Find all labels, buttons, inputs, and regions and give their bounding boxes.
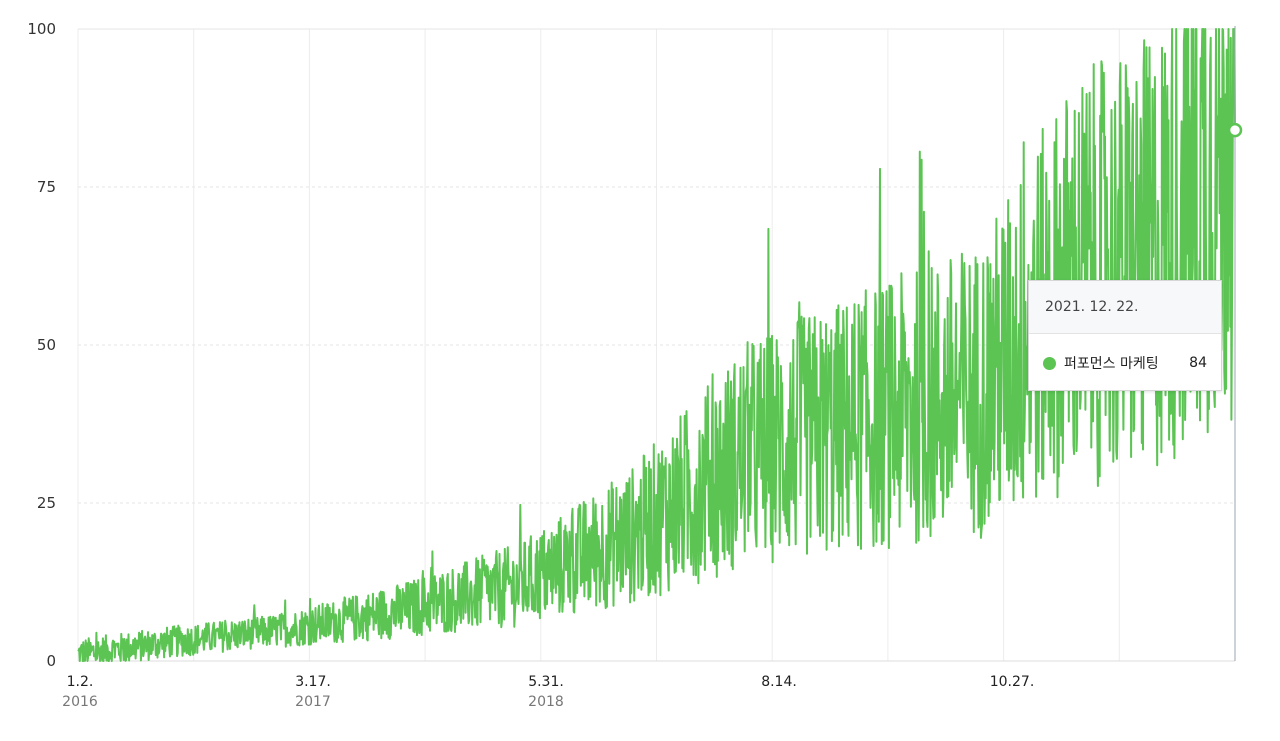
tooltip-value: 84 <box>1189 355 1207 371</box>
tooltip: 2021. 12. 22. 퍼포먼스 마케팅 84 <box>1028 280 1222 391</box>
y-tick-label: 50 <box>37 336 56 354</box>
tooltip-series-name: 퍼포먼스 마케팅 <box>1064 356 1159 372</box>
x-tick-label: 3.17. <box>295 674 331 690</box>
y-tick-label: 25 <box>37 494 56 512</box>
series-color-dot-icon <box>1043 356 1056 370</box>
tooltip-date: 2021. 12. 22. <box>1029 281 1221 334</box>
tooltip-row: 퍼포먼스 마케팅 84 <box>1029 334 1221 392</box>
y-tick-label: 75 <box>37 178 56 196</box>
x-tick-label: 1.2. <box>67 674 94 690</box>
x-tick-year-label: 2016 <box>62 694 98 710</box>
y-axis: 0 25 50 75 100 <box>27 20 56 670</box>
y-tick-label: 100 <box>27 20 56 38</box>
hover-point[interactable] <box>1227 122 1243 138</box>
series-line[interactable] <box>77 28 1236 662</box>
x-tick-label: 8.14. <box>761 674 797 690</box>
x-axis: 1.2. 2016 3.17. 2017 5.31. 2018 8.14. 10.27. <box>62 674 1034 710</box>
x-tick-year-label: 2018 <box>528 694 564 710</box>
x-tick-label: 5.31. <box>528 674 564 690</box>
x-tick-label: 10.27. <box>990 674 1035 690</box>
y-tick-label: 0 <box>46 652 56 670</box>
x-tick-year-label: 2017 <box>295 694 331 710</box>
